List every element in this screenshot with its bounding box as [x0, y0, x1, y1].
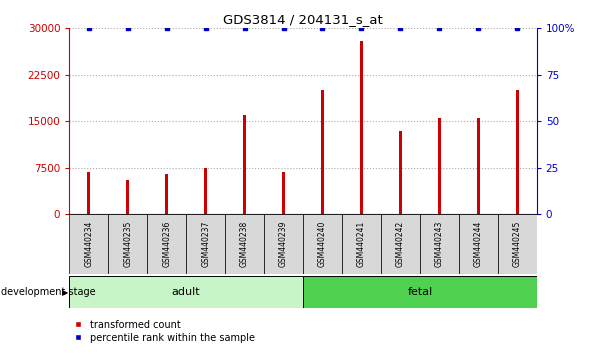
Point: [162, 25, 171, 31]
Bar: [204, 168, 207, 214]
FancyBboxPatch shape: [381, 214, 420, 274]
FancyBboxPatch shape: [186, 214, 225, 274]
Text: adult: adult: [172, 287, 200, 297]
FancyBboxPatch shape: [69, 214, 109, 274]
Point: [435, 25, 444, 31]
Text: GSM440243: GSM440243: [435, 221, 444, 268]
FancyBboxPatch shape: [420, 214, 459, 274]
Text: fetal: fetal: [407, 287, 432, 297]
Legend: transformed count, percentile rank within the sample: transformed count, percentile rank withi…: [74, 320, 254, 343]
Point: [356, 25, 366, 31]
Text: GSM440234: GSM440234: [84, 221, 93, 268]
Text: GSM440245: GSM440245: [513, 221, 522, 268]
Point: [396, 25, 405, 31]
Text: GSM440244: GSM440244: [474, 221, 483, 268]
FancyBboxPatch shape: [69, 276, 303, 308]
Point: [279, 25, 288, 31]
Bar: [126, 180, 129, 214]
FancyBboxPatch shape: [303, 214, 342, 274]
Bar: [399, 131, 402, 214]
Point: [318, 25, 327, 31]
Text: GSM440238: GSM440238: [240, 221, 249, 267]
Point: [513, 25, 522, 31]
Point: [201, 25, 210, 31]
Text: development stage: development stage: [1, 287, 96, 297]
Text: GSM440237: GSM440237: [201, 221, 210, 268]
Bar: [282, 172, 285, 214]
Point: [123, 25, 133, 31]
Text: GSM440235: GSM440235: [123, 221, 132, 268]
Bar: [87, 172, 90, 214]
FancyBboxPatch shape: [147, 214, 186, 274]
Text: ▶: ▶: [62, 287, 68, 297]
FancyBboxPatch shape: [459, 214, 497, 274]
Text: GSM440241: GSM440241: [357, 221, 366, 267]
Point: [473, 25, 483, 31]
Text: GSM440236: GSM440236: [162, 221, 171, 268]
FancyBboxPatch shape: [497, 214, 537, 274]
Bar: [360, 41, 363, 214]
FancyBboxPatch shape: [225, 214, 264, 274]
FancyBboxPatch shape: [342, 214, 381, 274]
Text: GSM440240: GSM440240: [318, 221, 327, 268]
Bar: [477, 118, 480, 214]
Text: GSM440239: GSM440239: [279, 221, 288, 268]
FancyBboxPatch shape: [264, 214, 303, 274]
Text: GSM440242: GSM440242: [396, 221, 405, 267]
Bar: [438, 118, 441, 214]
Point: [240, 25, 250, 31]
Bar: [516, 90, 519, 214]
Bar: [321, 90, 324, 214]
FancyBboxPatch shape: [109, 214, 147, 274]
Point: [84, 25, 93, 31]
Bar: [165, 174, 168, 214]
Bar: [243, 115, 246, 214]
Title: GDS3814 / 204131_s_at: GDS3814 / 204131_s_at: [223, 13, 383, 26]
FancyBboxPatch shape: [303, 276, 537, 308]
